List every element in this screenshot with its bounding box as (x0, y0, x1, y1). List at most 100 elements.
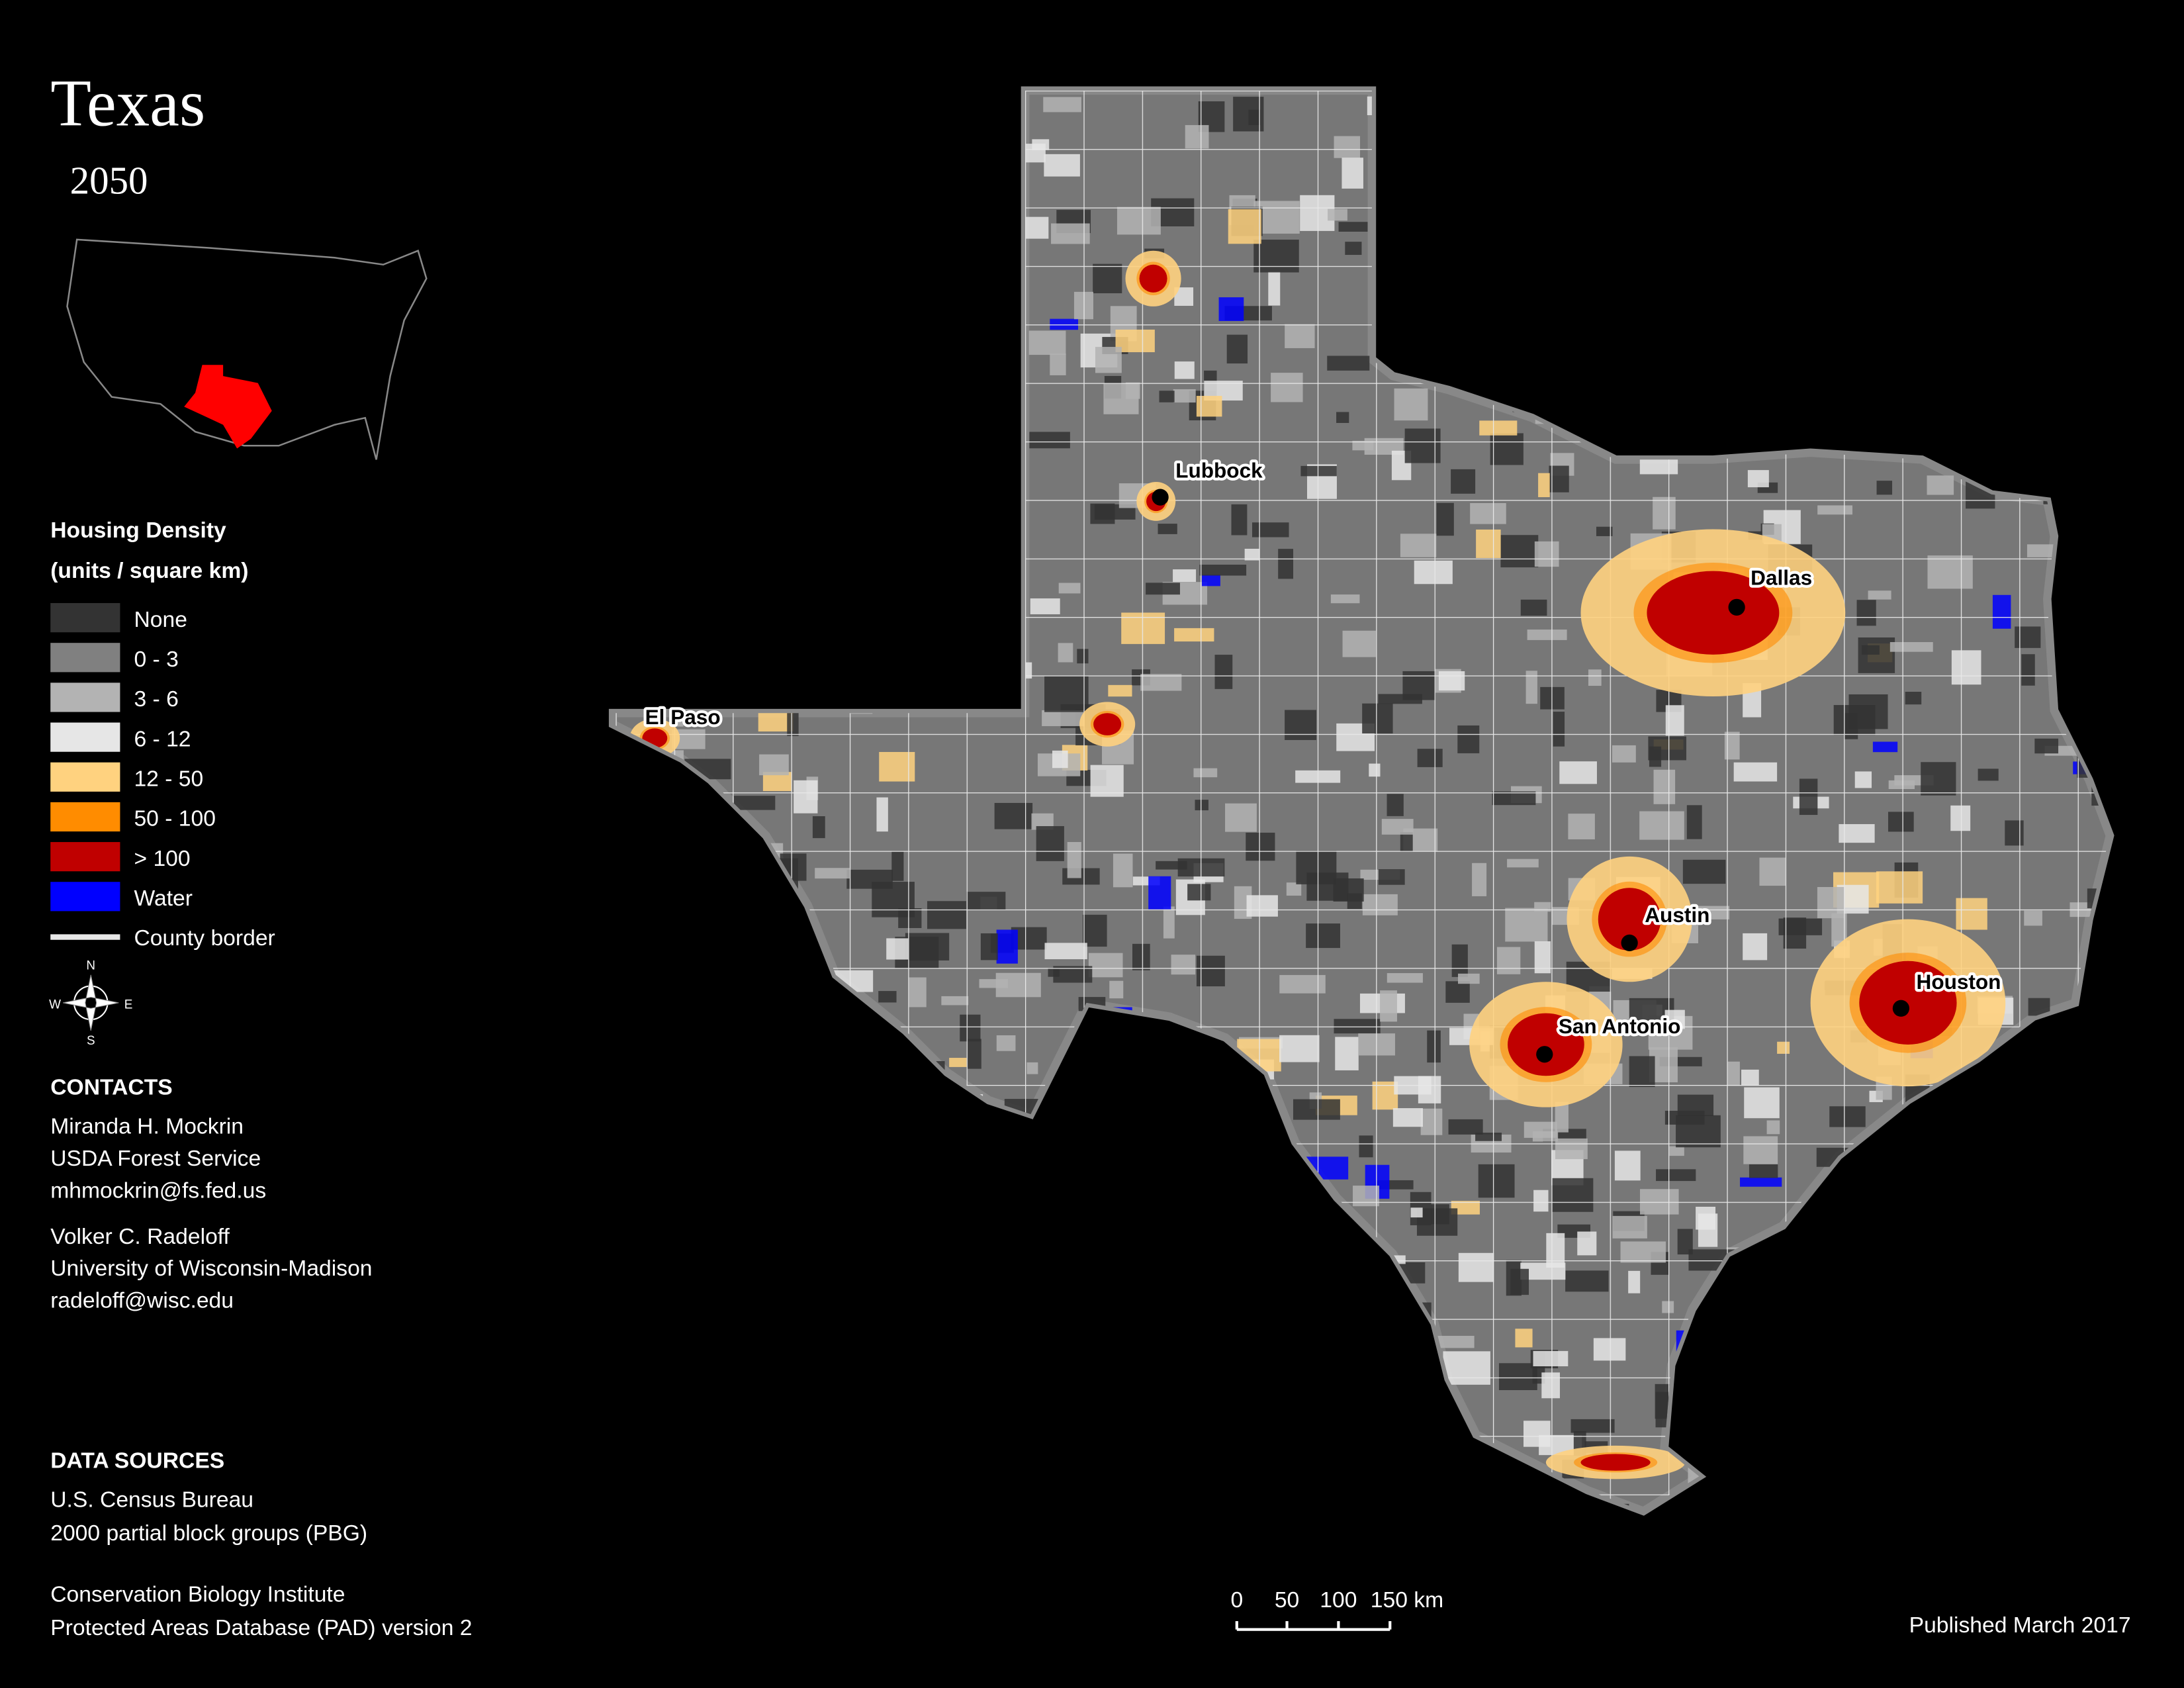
density-patch (765, 469, 801, 494)
density-patch (1375, 1459, 1420, 1476)
density-patch (1050, 1524, 1065, 1542)
density-patch (1029, 1409, 1042, 1423)
density-patch (816, 253, 830, 269)
density-patch (1411, 311, 1446, 320)
density-patch (1046, 1138, 1064, 1158)
density-patch (2068, 1367, 2110, 1397)
density-patch (1094, 1471, 1140, 1494)
contact-line: mhmockrin@fs.fed.us (50, 1178, 266, 1203)
density-patch (657, 458, 680, 477)
density-patch (1224, 1296, 1260, 1321)
density-patch (637, 175, 673, 192)
density-patch (1592, 422, 1639, 447)
density-patch (1725, 1440, 1771, 1474)
density-patch (883, 400, 907, 428)
density-patch (1993, 1061, 2038, 1089)
density-patch (752, 251, 785, 277)
density-patch (1764, 333, 1793, 346)
legend-swatch (50, 882, 120, 912)
density-patch (1492, 322, 1514, 355)
density-patch (1769, 192, 1791, 201)
density-patch (1667, 1500, 1685, 1511)
density-patch (1837, 1349, 1868, 1371)
density-patch (1965, 204, 1997, 236)
density-patch (1985, 277, 1997, 292)
contact-line: USDA Forest Service (50, 1147, 261, 1171)
density-patch (1222, 1368, 1246, 1394)
density-patch (1992, 1144, 2034, 1154)
legend-label: 3 - 6 (134, 687, 178, 712)
density-patch (2056, 1301, 2092, 1329)
density-patch (691, 926, 707, 962)
contacts-heading: CONTACTS (50, 1076, 172, 1100)
density-patch (1655, 379, 1696, 391)
density-patch (2099, 718, 2110, 754)
legend-label: 6 - 12 (134, 727, 191, 751)
density-patch (1997, 386, 2032, 409)
density-patch (1846, 159, 1879, 185)
density-patch (669, 418, 707, 451)
density-patch (1730, 160, 1754, 173)
density-patch (678, 1342, 720, 1369)
density-patch (692, 1084, 733, 1111)
density-patch (852, 418, 879, 454)
density-patch (882, 1266, 900, 1276)
density-patch (2036, 1470, 2082, 1506)
density-patch (1336, 1523, 1361, 1540)
density-patch (2068, 564, 2093, 596)
density-patch (1529, 189, 1551, 201)
density-patch (858, 1307, 899, 1330)
density-patch (812, 1468, 854, 1504)
density-patch (708, 1184, 727, 1195)
density-patch (1820, 376, 1847, 403)
city-label: San Antonio (1559, 1014, 1681, 1038)
density-patch (664, 1046, 693, 1058)
density-patch (1914, 1262, 1946, 1284)
city-label: Houston (1917, 970, 2001, 994)
density-patch (919, 1260, 952, 1295)
density-patch (2060, 120, 2085, 155)
density-patch (804, 196, 842, 211)
published-date: Published March 2017 (1909, 1613, 2131, 1638)
scale-label: 150 km (1371, 1588, 1443, 1613)
density-patch (1950, 1141, 1981, 1151)
density-patch (850, 1154, 881, 1175)
density-patch (691, 90, 735, 96)
density-patch (2113, 1075, 2156, 1088)
density-patch (1899, 304, 1926, 326)
us-inset (66, 238, 428, 460)
density-patch (835, 646, 870, 658)
density-patch (1861, 242, 1909, 259)
density-patch (1997, 90, 2038, 120)
density-patch (752, 1296, 798, 1315)
density-patch (2003, 118, 2032, 129)
density-patch (1625, 397, 1668, 433)
density-patch (1909, 1521, 1948, 1541)
density-patch (2095, 1432, 2110, 1453)
density-patch (1395, 175, 1409, 195)
density-patch (1044, 1479, 1090, 1497)
density-patch (1960, 1209, 1985, 1224)
density-patch (672, 195, 696, 206)
scale-label: 100 (1320, 1588, 1357, 1613)
subtitle: 2050 (70, 159, 148, 202)
legend-swatch (50, 722, 120, 752)
density-patch (1201, 1235, 1238, 1261)
density-patch (1964, 452, 1999, 474)
density-patch (690, 937, 719, 959)
density-patch (868, 443, 886, 472)
density-patch (678, 361, 696, 381)
density-patch (2055, 387, 2101, 420)
density-patch (2007, 1522, 2021, 1544)
scale-label: 0 (1230, 1588, 1243, 1613)
density-patch (1813, 234, 1854, 261)
density-patch (885, 601, 910, 613)
density-patch (822, 140, 838, 164)
density-patch (869, 197, 904, 221)
density-patch (960, 598, 972, 630)
density-patch (1130, 1093, 1158, 1129)
density-patch (668, 280, 684, 291)
density-patch (1449, 201, 1472, 218)
density-patch (1131, 1248, 1173, 1271)
